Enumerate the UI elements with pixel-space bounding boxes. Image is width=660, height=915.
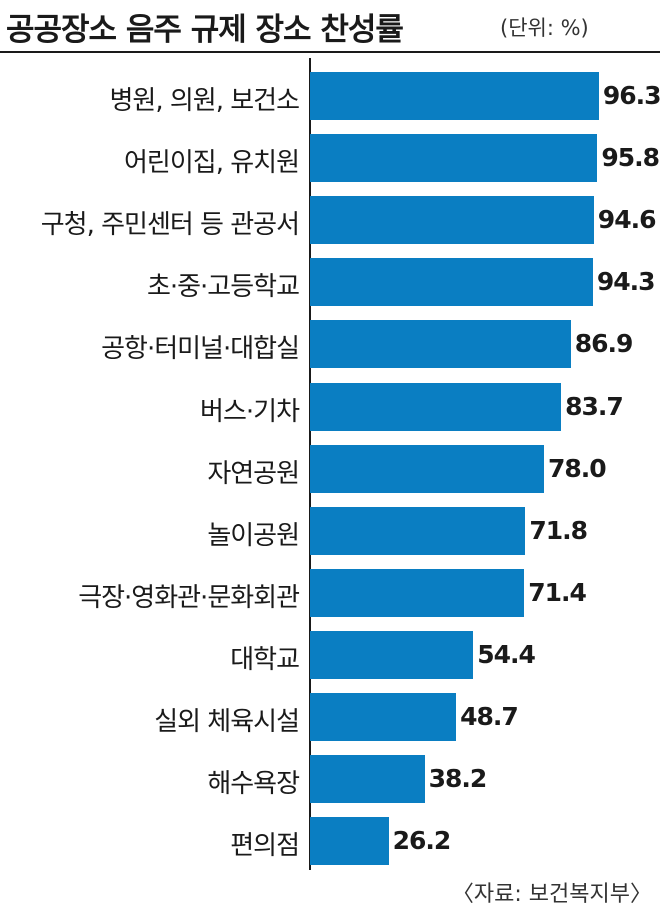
bar: [310, 817, 389, 866]
value-label: 96.3: [602, 81, 660, 110]
value-label: 95.8: [601, 143, 660, 173]
value-label: 71.4: [528, 577, 587, 607]
category-label: 구청, 주민센터 등 관공서: [40, 210, 300, 241]
category-label: 자연공원: [207, 458, 300, 489]
bar: [310, 506, 526, 555]
value-label: 78.0: [548, 453, 607, 483]
source-label: 〈자료: 보건복지부〉: [451, 882, 652, 907]
value-label: 71.8: [529, 515, 588, 545]
category-label: 극장·영화관·문화회관: [78, 582, 300, 613]
bar: [310, 382, 562, 431]
category-label: 병원, 의원, 보건소: [109, 86, 301, 116]
value-label: 48.7: [460, 702, 519, 731]
category-label: 해수욕장: [207, 769, 300, 800]
value-label: 94.6: [597, 205, 657, 235]
value-label: 26.2: [392, 826, 452, 856]
category-label: 공항·터미널·대합실: [101, 334, 300, 365]
value-label: 54.4: [477, 639, 536, 669]
category-label: 놀이공원: [207, 520, 300, 551]
category-label: 실외 체육시설: [154, 707, 300, 737]
category-label: 대학교: [230, 644, 300, 675]
value-label: 83.7: [565, 391, 624, 421]
chart-title: 공공장소 음주 규제 장소 찬성률: [6, 12, 404, 48]
unit-label: (단위: %): [500, 16, 589, 40]
bar: [310, 444, 544, 493]
category-label: 어린이집, 유치원: [124, 148, 300, 179]
bar: [310, 630, 474, 679]
bar: [310, 134, 598, 183]
title-rule: [0, 51, 660, 53]
value-label: 86.9: [574, 329, 634, 359]
bar: [310, 72, 599, 120]
value-label: 38.2: [428, 764, 488, 794]
category-label: 편의점: [230, 831, 300, 862]
category-label: 초·중·고등학교: [146, 272, 300, 303]
bar: [310, 693, 457, 741]
bar: [310, 320, 571, 369]
bar: [310, 755, 425, 804]
bar: [310, 258, 593, 307]
category-label: 버스·기차: [200, 396, 300, 427]
value-label: 94.3: [596, 267, 656, 297]
bar: [310, 196, 594, 245]
bar: [310, 568, 525, 617]
